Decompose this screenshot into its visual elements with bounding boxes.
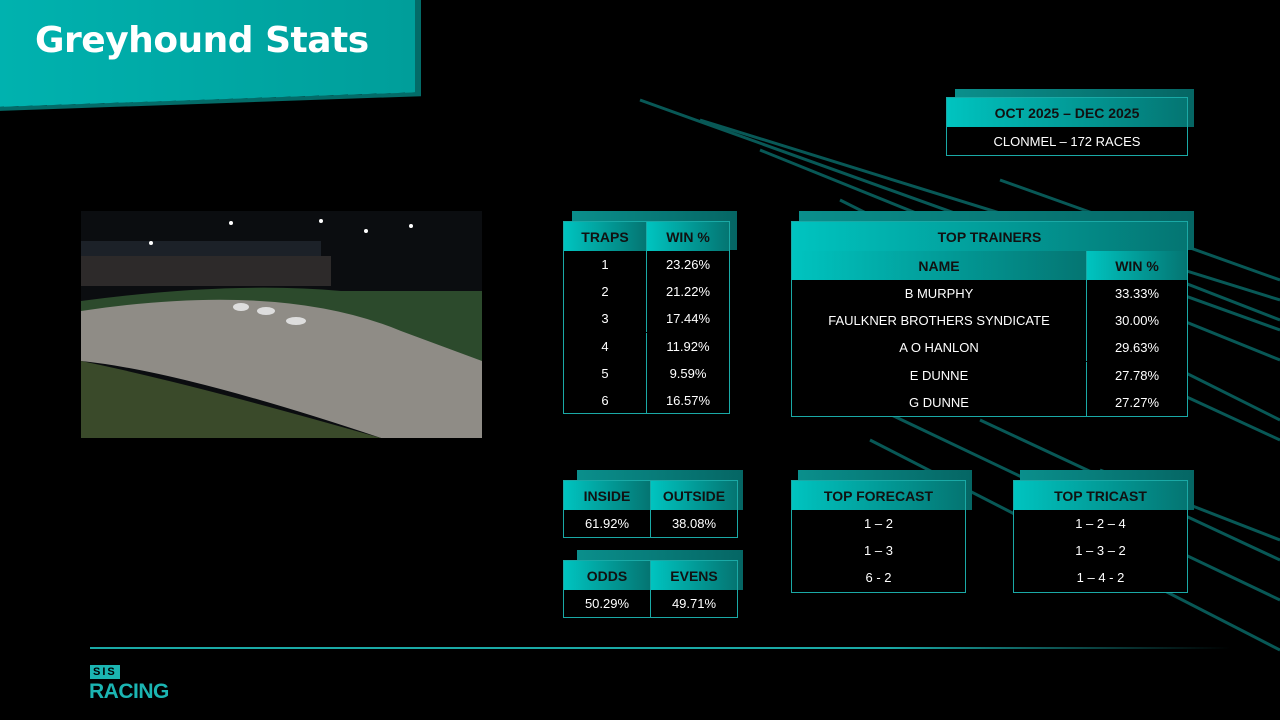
trainer-cell: E DUNNE: [909, 367, 969, 383]
trainer-cell: 27.78%: [1086, 361, 1187, 389]
period-box: OCT 2025 – DEC 2025 CLONMEL – 172 RACES: [946, 97, 1188, 156]
table-row: 4 11.92%: [564, 332, 729, 360]
trap-cell: 21.22%: [646, 278, 729, 306]
table-row: 3 17.44%: [564, 305, 729, 333]
inside-value: 61.92%: [584, 516, 630, 532]
forecast-table: TOP FORECAST 1 – 2 1 – 3 6 - 2: [791, 480, 966, 593]
col-header-win: WIN %: [1086, 251, 1187, 280]
table-row: 6 16.57%: [564, 387, 729, 415]
trap-cell: 6: [601, 393, 609, 409]
trap-cell: 11.92%: [646, 332, 729, 360]
table-row: A O HANLON 29.63%: [792, 334, 1187, 362]
col-header-odds: ODDS: [564, 561, 650, 590]
table-row: 2 21.22%: [564, 278, 729, 306]
tricast-cell: 1 – 2 – 4: [1075, 516, 1126, 532]
trainer-cell: 27.27%: [1086, 388, 1187, 416]
col-header-name: NAME: [792, 251, 1086, 280]
trap-cell: 5: [601, 365, 609, 381]
col-header-traps: TRAPS: [564, 222, 646, 251]
col-header-inside: INSIDE: [564, 481, 650, 510]
outside-value: 38.08%: [650, 510, 737, 538]
col-header-evens: EVENS: [650, 561, 737, 590]
table-row: 1 23.26%: [564, 251, 729, 279]
page-title: Greyhound Stats: [35, 20, 369, 61]
tricast-table: TOP TRICAST 1 – 2 – 4 1 – 3 – 2 1 – 4 - 2: [1013, 480, 1188, 593]
trainer-cell: B MURPHY: [904, 286, 974, 302]
trainer-cell: 29.63%: [1086, 334, 1187, 362]
trap-cell: 17.44%: [646, 305, 729, 333]
trainer-cell: 30.00%: [1086, 307, 1187, 335]
col-header-win: WIN %: [646, 222, 729, 251]
footer-divider: [90, 647, 1230, 649]
trainers-table: TOP TRAINERS NAME WIN % B MURPHY 33.33% FAU…: [791, 221, 1188, 417]
tricast-title: TOP TRICAST: [1014, 481, 1187, 510]
trap-cell: 23.26%: [646, 251, 729, 279]
trap-cell: 9.59%: [646, 359, 729, 387]
table-row: B MURPHY 33.33%: [792, 280, 1187, 308]
tricast-cell: 1 – 3 – 2: [1075, 543, 1126, 559]
period-track: CLONMEL – 172 RACES: [993, 133, 1141, 149]
trap-cell: 2: [601, 284, 609, 300]
trap-cell: 3: [601, 311, 609, 327]
trainer-cell: G DUNNE: [909, 394, 969, 410]
odds-value: 50.29%: [584, 596, 630, 612]
table-row: 1 – 2: [792, 510, 965, 537]
forecast-cell: 1 – 3: [864, 543, 893, 559]
forecast-title: TOP FORECAST: [792, 481, 965, 510]
evens-value: 49.71%: [650, 590, 737, 618]
trap-cell: 16.57%: [646, 387, 729, 415]
table-row: 1 – 2 – 4: [1014, 510, 1187, 537]
track-photo: [81, 211, 482, 438]
forecast-cell: 1 – 2: [864, 516, 893, 532]
col-header-outside: OUTSIDE: [650, 481, 737, 510]
trap-cell: 1: [601, 257, 609, 273]
forecast-cell: 6 - 2: [865, 570, 892, 586]
table-row: 1 – 4 - 2: [1014, 564, 1187, 591]
trap-cell: 4: [601, 338, 609, 354]
trainers-title: TOP TRAINERS: [792, 222, 1187, 251]
traps-table: TRAPS WIN % 1 23.26% 2 21.22% 3 17.44% 4 11.92% 5…: [563, 221, 730, 415]
table-row: G DUNNE 27.27%: [792, 388, 1187, 416]
odds-evens-table: ODDS EVENS 50.29% 49.71%: [563, 560, 738, 618]
table-row: E DUNNE 27.78%: [792, 361, 1187, 389]
table-row: 6 - 2: [792, 564, 965, 591]
trainer-cell: FAULKNER BROTHERS SYNDICATE: [828, 313, 1050, 329]
table-row: FAULKNER BROTHERS SYNDICATE 30.00%: [792, 307, 1187, 335]
trainer-cell: 33.33%: [1086, 280, 1187, 308]
table-row: 5 9.59%: [564, 359, 729, 387]
table-row: 1 – 3: [792, 537, 965, 564]
sis-logo-top: SIS: [90, 665, 120, 679]
trainer-cell: A O HANLON: [899, 340, 979, 356]
period-range: OCT 2025 – DEC 2025: [947, 98, 1187, 127]
sis-logo-bottom: RACING: [89, 680, 169, 703]
tricast-cell: 1 – 4 - 2: [1076, 570, 1125, 586]
inside-outside-table: INSIDE OUTSIDE 61.92% 38.08%: [563, 480, 738, 538]
table-row: 1 – 3 – 2: [1014, 537, 1187, 564]
